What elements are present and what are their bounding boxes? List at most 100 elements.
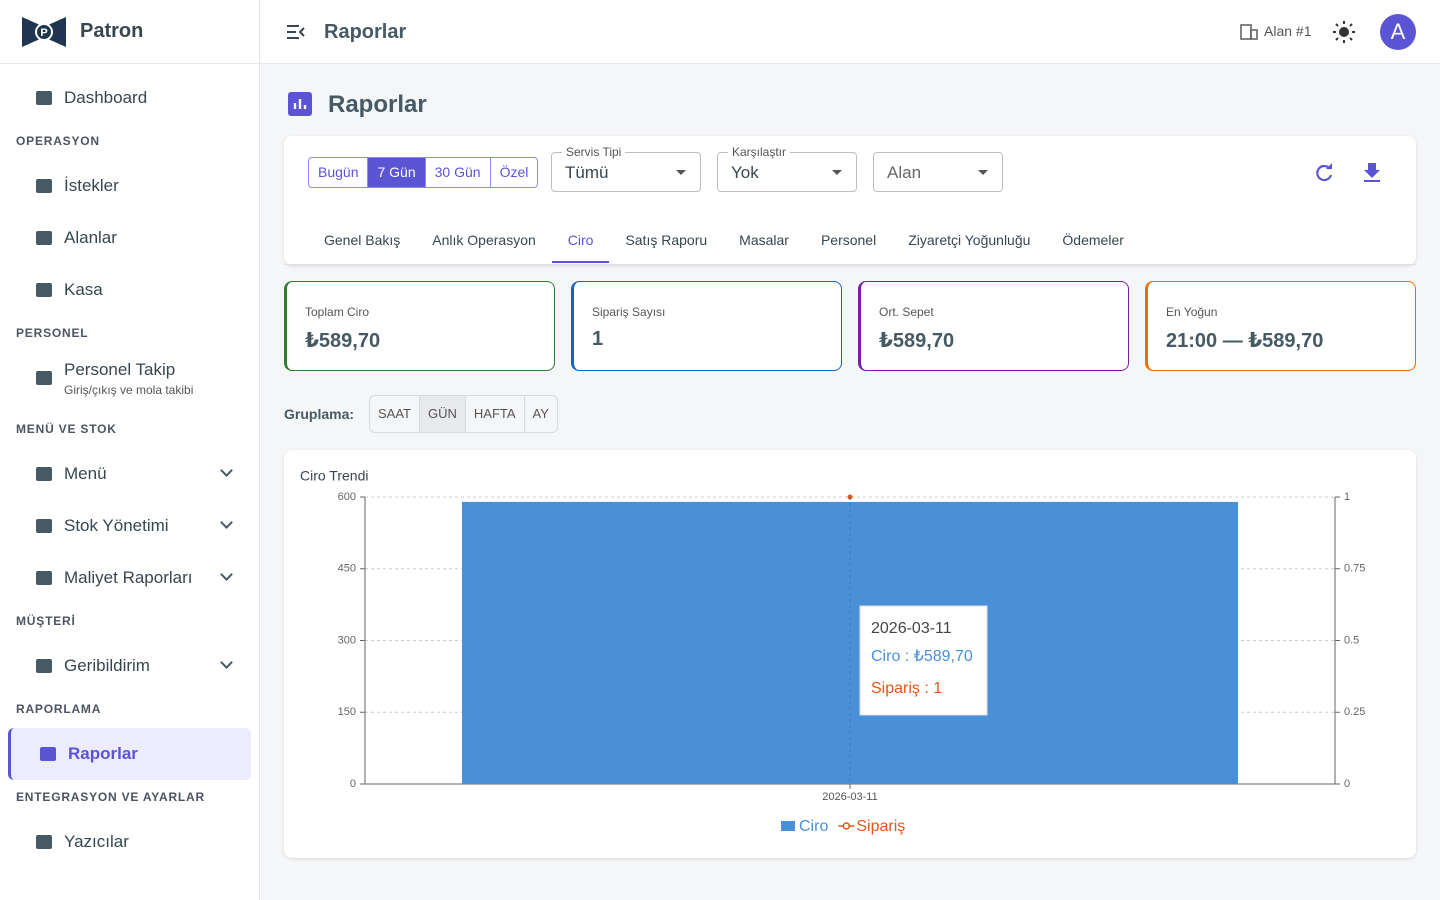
range-button[interactable]: 30 Gün bbox=[426, 158, 491, 187]
nav-icon bbox=[36, 835, 52, 849]
tab[interactable]: Personel bbox=[820, 232, 877, 248]
stat-value: 21:00 — ₺589,70 bbox=[1166, 330, 1324, 352]
nav-item[interactable]: Maliyet Raporları bbox=[8, 552, 251, 604]
stat-value: ₺589,70 bbox=[879, 330, 955, 352]
avatar[interactable]: A bbox=[1380, 14, 1416, 50]
expand-chevron[interactable] bbox=[220, 464, 233, 477]
tab[interactable]: Masalar bbox=[739, 232, 789, 248]
y-tick-label: 150 bbox=[338, 706, 356, 718]
chart-panel: Ciro Trendi 0 150 300 450 600 0 0.25 0.5 0.75 1 20… bbox=[284, 450, 1416, 858]
nav-item[interactable]: Dashboard bbox=[8, 72, 251, 124]
range-group: Bugün 7 Gün 30 Gün Özel bbox=[308, 157, 539, 188]
grouping-option[interactable]: AY bbox=[532, 406, 549, 421]
site-name[interactable]: Alan #1 bbox=[1264, 23, 1312, 39]
legend-swatch bbox=[781, 821, 795, 831]
header-title: Raporlar bbox=[324, 21, 407, 43]
nav-item[interactable]: Raporlar bbox=[8, 728, 251, 780]
y2-tick-label: 0 bbox=[1344, 778, 1350, 790]
nav-icon bbox=[40, 747, 56, 761]
nav-icon bbox=[36, 179, 52, 193]
select-value: Yok bbox=[731, 163, 759, 182]
select-value: Tümü bbox=[565, 163, 609, 182]
x-tick-label: 2026-03-11 bbox=[822, 791, 877, 803]
nav-item[interactable]: Alanlar bbox=[8, 212, 251, 264]
tooltip-line: Sipariş : 1 bbox=[871, 680, 942, 697]
download-button[interactable] bbox=[1360, 160, 1384, 184]
brand-name: Patron bbox=[80, 20, 144, 42]
nav-icon bbox=[36, 571, 52, 585]
nav-text: Yazıcılar bbox=[64, 832, 129, 852]
tab-indicator bbox=[551, 261, 610, 263]
brand[interactable]: P Patron bbox=[0, 0, 259, 64]
nav-label: Dashboard bbox=[64, 88, 148, 107]
stat-value: ₺589,70 bbox=[305, 330, 381, 352]
nav-label: Kasa bbox=[64, 280, 103, 299]
nav-item[interactable]: Menü bbox=[8, 448, 251, 500]
tooltip-line: Ciro : ₺589,70 bbox=[871, 648, 973, 665]
svg-text:P: P bbox=[40, 27, 47, 39]
range-button[interactable]: 7 Gün bbox=[368, 158, 426, 187]
tab[interactable]: Ödemeler bbox=[1062, 232, 1124, 248]
tab[interactable]: Anlık Operasyon bbox=[432, 232, 536, 248]
nav-item[interactable]: Yazıcılar bbox=[8, 816, 251, 868]
y-tick-label: 0 bbox=[350, 778, 356, 790]
nav-section: MÜŞTERİ bbox=[16, 614, 76, 628]
nav-text: Personel Takip Giriş/çıkış ve mola takibi bbox=[64, 360, 193, 397]
page-icon bbox=[288, 92, 312, 116]
select[interactable]: Alan bbox=[873, 152, 1003, 192]
nav-text: Maliyet Raporları bbox=[64, 568, 193, 588]
nav-section: RAPORLAMA bbox=[16, 702, 102, 716]
select[interactable]: Servis Tipi Tümü bbox=[551, 145, 701, 192]
y-tick-label: 300 bbox=[338, 634, 356, 646]
nav-label: Yazıcılar bbox=[64, 832, 129, 851]
grouping-option[interactable]: GÜN bbox=[420, 396, 466, 432]
grouping-option[interactable]: SAAT bbox=[370, 396, 420, 432]
nav-icon bbox=[36, 519, 52, 533]
tab-divider bbox=[284, 264, 1416, 265]
legend-label: Sipariş bbox=[856, 818, 905, 835]
nav-item[interactable]: İstekler bbox=[8, 160, 251, 212]
nav-item[interactable]: Personel Takip Giriş/çıkış ve mola takibi bbox=[8, 352, 251, 404]
nav-item[interactable]: Stok Yönetimi bbox=[8, 500, 251, 552]
select[interactable]: Karşılaştır Yok bbox=[717, 145, 857, 192]
site-icon bbox=[1240, 24, 1258, 40]
tab[interactable]: Ziyaretçi Yoğunluğu bbox=[908, 232, 1031, 248]
grouping-option[interactable]: HAFTA bbox=[466, 396, 525, 432]
stat-card: Sipariş Sayısı 1 bbox=[571, 281, 842, 371]
nav-text: İstekler bbox=[64, 176, 119, 196]
nav-label: Alanlar bbox=[64, 228, 117, 247]
legend-label: Ciro bbox=[799, 818, 828, 835]
nav-label: Personel Takip bbox=[64, 359, 176, 379]
nav-icon bbox=[36, 231, 52, 245]
nav-section: MENÜ VE STOK bbox=[16, 422, 117, 436]
menu-toggle[interactable] bbox=[286, 22, 306, 42]
select-value: Alan bbox=[887, 163, 922, 182]
nav-icon bbox=[36, 371, 52, 385]
range-button[interactable]: Bugün bbox=[309, 158, 369, 187]
chart-title: Ciro Trendi bbox=[300, 468, 368, 484]
expand-chevron[interactable] bbox=[220, 656, 233, 669]
nav-section: ENTEGRASYON VE AYARLAR bbox=[16, 790, 205, 804]
tooltip-title: 2026-03-11 bbox=[871, 620, 952, 637]
range-button[interactable]: Özel bbox=[499, 164, 529, 180]
nav-label: Menü bbox=[64, 464, 107, 483]
nav-label: Maliyet Raporları bbox=[64, 568, 193, 587]
tab[interactable]: Satış Raporu bbox=[625, 232, 708, 248]
nav-label: İstekler bbox=[64, 176, 119, 195]
nav-item[interactable]: Geribildirim bbox=[8, 640, 251, 692]
tab[interactable]: Ciro bbox=[567, 232, 594, 248]
legend-dot bbox=[842, 822, 851, 830]
nav-sublabel: Giriş/çıkış ve mola takibi bbox=[64, 382, 194, 397]
nav-icon bbox=[36, 659, 52, 673]
expand-chevron[interactable] bbox=[220, 568, 233, 581]
nav-icon bbox=[36, 91, 52, 105]
refresh-button[interactable] bbox=[1312, 161, 1336, 185]
stat-card: Toplam Ciro ₺589,70 bbox=[284, 281, 555, 371]
sidebar: P Patron Dashboard OPERASYON İstekler Alanl… bbox=[0, 0, 260, 900]
tab[interactable]: Genel Bakış bbox=[324, 232, 401, 248]
nav-item[interactable]: Kasa bbox=[8, 264, 251, 316]
expand-chevron[interactable] bbox=[220, 516, 233, 529]
y2-tick-label: 0.5 bbox=[1344, 634, 1359, 646]
nav-label: Raporlar bbox=[68, 744, 138, 763]
theme-toggle[interactable] bbox=[1332, 20, 1356, 44]
